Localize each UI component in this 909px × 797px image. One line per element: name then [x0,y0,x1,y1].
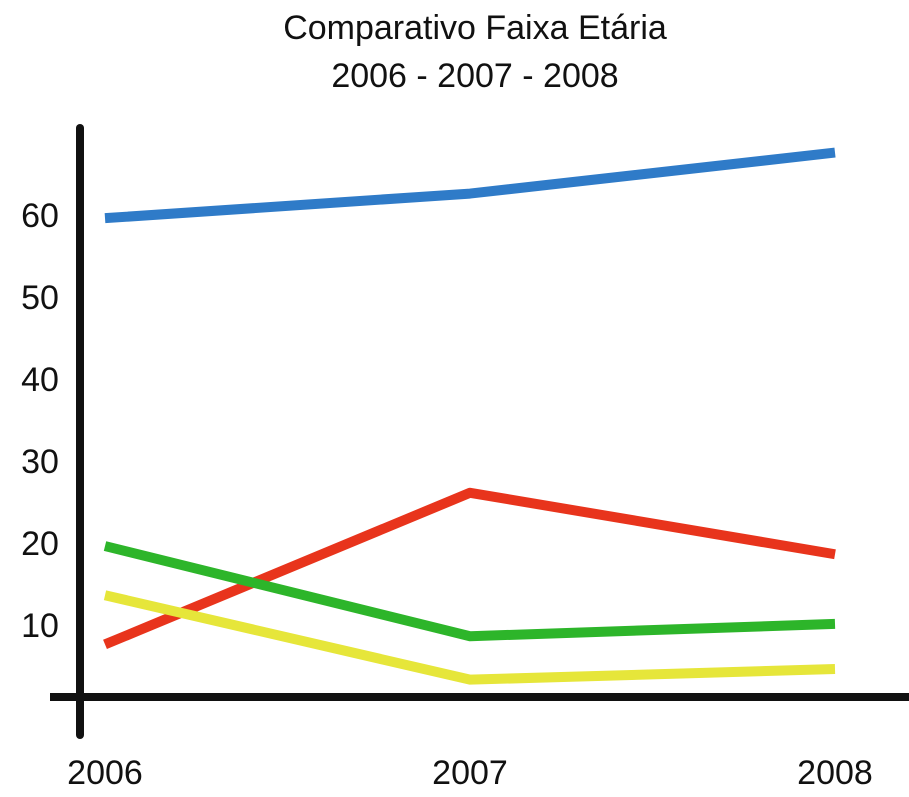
x-tick-label: 2006 [67,754,143,792]
y-tick-label: 40 [21,361,59,399]
y-tick-label: 60 [21,197,59,235]
x-tick-label: 2008 [797,754,873,792]
x-tick-label: 2007 [432,754,508,792]
chart-title: Comparativo Faixa Etária [283,9,667,47]
series-line [103,590,836,685]
y-tick-label: 30 [21,443,59,481]
y-tick-label: 50 [21,279,59,317]
series-line [103,487,836,650]
y-tick-label: 10 [21,607,59,645]
chart-subtitle: 2006 - 2007 - 2008 [331,57,618,95]
series-line [104,147,836,224]
series-line [103,541,836,642]
y-tick-label: 20 [21,525,59,563]
